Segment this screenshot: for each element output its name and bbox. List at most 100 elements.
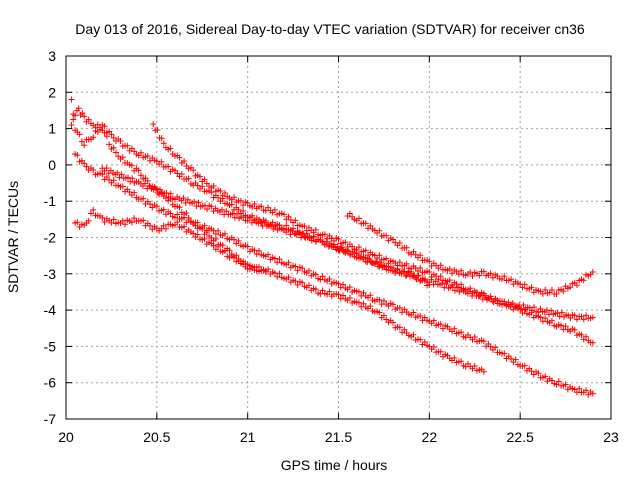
data-point-marker: [355, 215, 362, 222]
data-point-marker: [471, 333, 478, 340]
data-point-marker: [194, 231, 201, 238]
data-point-marker: [321, 231, 328, 238]
data-point-marker: [215, 194, 222, 201]
data-point-marker: [103, 165, 110, 172]
data-point-marker: [501, 273, 508, 280]
data-point-marker: [271, 255, 278, 262]
data-point-marker: [219, 242, 226, 249]
data-point-marker: [81, 142, 88, 149]
y-tick-label: -2: [44, 230, 57, 246]
data-point-marker: [212, 235, 219, 242]
data-point-marker: [292, 217, 299, 224]
data-point-marker: [360, 289, 367, 296]
data-point-marker: [396, 240, 403, 247]
data-point-marker: [437, 348, 444, 355]
data-point-marker: [437, 321, 444, 328]
data-point-marker: [319, 287, 326, 294]
data-point-marker: [126, 188, 133, 195]
data-point-marker: [76, 131, 83, 138]
data-point-marker: [237, 197, 244, 204]
data-point-marker: [542, 315, 549, 322]
x-axis-label: GPS time / hours: [281, 457, 388, 473]
data-point-marker: [174, 170, 181, 177]
data-point-marker: [567, 315, 574, 322]
data-point-marker: [108, 131, 115, 138]
data-point-marker: [558, 322, 565, 329]
data-point-marker: [223, 208, 230, 215]
data-point-marker: [367, 222, 374, 229]
data-point-marker: [400, 268, 407, 275]
data-point-marker: [451, 354, 458, 361]
data-point-marker: [528, 284, 535, 291]
data-point-marker: [428, 276, 435, 283]
data-point-marker: [271, 206, 278, 213]
data-point-marker: [128, 219, 135, 226]
data-point-marker: [231, 236, 238, 243]
data-point-marker: [528, 307, 535, 314]
data-point-marker: [417, 265, 424, 272]
data-point-marker: [383, 255, 390, 262]
data-point-marker: [548, 377, 555, 384]
data-point-marker: [191, 198, 198, 205]
data-point-marker: [101, 123, 108, 130]
data-point-marker: [294, 281, 301, 288]
data-point-marker: [573, 316, 580, 323]
data-point-marker: [154, 127, 161, 134]
data-point-marker: [129, 175, 136, 182]
data-point-marker: [583, 387, 590, 394]
data-point-marker: [233, 211, 240, 218]
y-tick-label: 0: [48, 157, 56, 173]
data-point-marker: [276, 256, 283, 263]
data-point-marker: [294, 267, 301, 274]
data-point-marker: [458, 329, 465, 336]
y-tick-label: -7: [44, 411, 57, 427]
data-point-marker: [240, 214, 247, 221]
data-point-marker: [340, 292, 347, 299]
y-tick-label: -3: [44, 266, 57, 282]
data-point-marker: [235, 206, 242, 213]
data-point-marker: [458, 358, 465, 365]
data-point-marker: [583, 333, 590, 340]
data-point-marker: [181, 214, 188, 221]
data-point-marker: [231, 214, 238, 221]
data-point-marker: [137, 149, 144, 156]
data-point-marker: [281, 211, 287, 218]
data-point-marker: [548, 307, 555, 314]
y-axis-label: SDTVAR / TECUs: [5, 181, 21, 293]
data-markers: [68, 96, 596, 398]
data-point-marker: [285, 213, 292, 220]
data-point-marker: [162, 225, 169, 232]
data-point-marker: [256, 263, 263, 270]
x-tick-label: 21.5: [325, 429, 352, 445]
data-point-marker: [410, 309, 417, 316]
data-point-marker: [235, 256, 242, 263]
data-point-marker: [573, 282, 580, 289]
data-point-marker: [142, 180, 149, 187]
data-point-marker: [367, 303, 374, 310]
data-point-marker: [308, 237, 315, 244]
data-point-marker: [340, 281, 347, 288]
data-point-marker: [295, 230, 302, 237]
data-point-marker: [140, 195, 147, 202]
series-track-4: [72, 206, 487, 375]
data-point-marker: [160, 140, 167, 147]
data-point-marker: [90, 166, 97, 173]
series-track-2: [68, 96, 433, 289]
data-point-marker: [124, 174, 131, 181]
data-point-marker: [528, 368, 535, 375]
data-point-marker: [300, 231, 307, 238]
data-point-marker: [274, 259, 281, 266]
data-point-marker: [270, 226, 277, 233]
data-point-marker: [215, 227, 222, 234]
data-point-marker: [376, 252, 383, 259]
data-point-marker: [430, 343, 437, 350]
chart-title: Day 013 of 2016, Sidereal Day-to-day VTE…: [75, 21, 585, 37]
data-point-marker: [68, 96, 75, 103]
data-point-marker: [336, 247, 343, 254]
y-tick-label: 1: [48, 121, 56, 137]
data-point-marker: [366, 255, 373, 262]
data-point-marker: [469, 272, 476, 279]
data-point-marker: [548, 287, 555, 294]
data-point-marker: [290, 225, 297, 232]
series-track-3: [72, 151, 596, 398]
